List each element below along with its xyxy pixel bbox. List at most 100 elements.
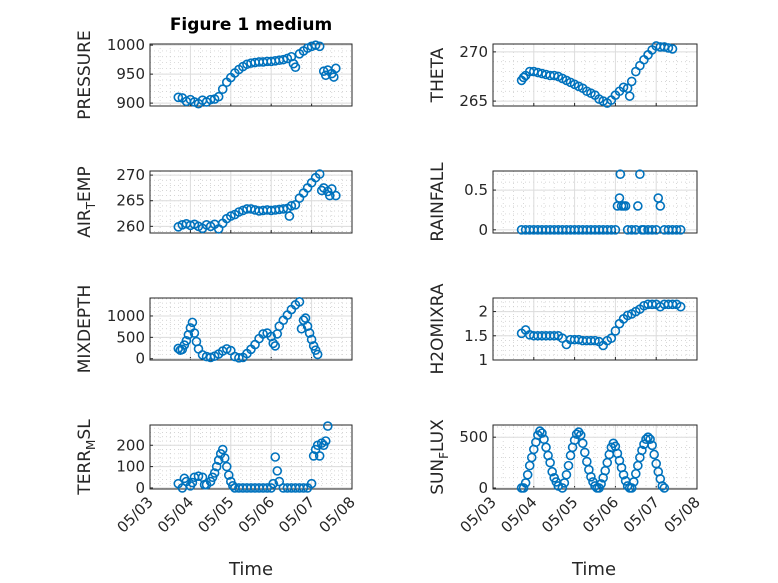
data-point bbox=[637, 445, 647, 456]
data-point bbox=[618, 469, 629, 480]
data-point bbox=[284, 211, 295, 221]
data-point bbox=[606, 225, 617, 235]
data-point bbox=[320, 436, 331, 446]
y-tick-label: 100 bbox=[116, 458, 145, 476]
data-point bbox=[314, 169, 325, 179]
y-axis-label: PRESSURE bbox=[75, 30, 95, 119]
data-point bbox=[211, 461, 222, 472]
data-point bbox=[545, 457, 555, 468]
y-tick-label: 270 bbox=[116, 166, 145, 184]
data-point bbox=[304, 328, 315, 338]
x-tick-label: 05/03 bbox=[114, 493, 157, 536]
data-point bbox=[219, 453, 230, 463]
data-point bbox=[217, 444, 228, 455]
y-tick-label: 900 bbox=[116, 94, 145, 112]
data-point bbox=[643, 432, 653, 442]
data-point bbox=[290, 200, 301, 210]
data-point bbox=[626, 225, 637, 235]
data-point bbox=[294, 297, 305, 307]
x-tick-label: 05/07 bbox=[620, 493, 663, 536]
data-point bbox=[596, 479, 606, 489]
data-point bbox=[278, 204, 289, 214]
plot-frame bbox=[149, 43, 353, 107]
plot-frame bbox=[492, 170, 698, 234]
data-point bbox=[314, 41, 325, 52]
data-point bbox=[586, 472, 596, 482]
data-point bbox=[296, 323, 307, 334]
data-point bbox=[557, 483, 568, 493]
data-point bbox=[316, 185, 327, 196]
y-axis-label: AIRTEMP bbox=[75, 166, 98, 237]
x-tick-label: 05/06 bbox=[579, 493, 622, 536]
y-tick-label: 0 bbox=[135, 479, 145, 497]
data-point bbox=[561, 469, 572, 480]
plot-area bbox=[149, 43, 353, 107]
data-point bbox=[675, 225, 686, 235]
data-point bbox=[308, 451, 319, 461]
x-tick-label: 05/06 bbox=[235, 493, 278, 536]
data-point bbox=[181, 335, 192, 346]
y-tick-label: 265 bbox=[459, 92, 488, 110]
y-tick-label: 500 bbox=[459, 428, 488, 446]
data-point bbox=[577, 438, 588, 449]
data-point bbox=[518, 483, 529, 493]
data-point bbox=[663, 43, 674, 53]
data-point bbox=[620, 201, 631, 211]
data-point bbox=[547, 466, 557, 477]
x-axis-label-left: Time bbox=[228, 559, 273, 580]
x-tick-label: 05/07 bbox=[275, 493, 318, 536]
data-point bbox=[258, 329, 268, 339]
data-point bbox=[193, 471, 204, 482]
subplot-pressure: 900 950 1000 PRESSURE bbox=[75, 30, 353, 120]
y-tick-label: 1000 bbox=[107, 307, 145, 325]
data-point bbox=[306, 478, 317, 489]
y-tick-label: 950 bbox=[116, 65, 145, 83]
data-point bbox=[298, 483, 309, 493]
data-point bbox=[655, 201, 666, 211]
y-axis-label: TERRMSL bbox=[75, 419, 98, 496]
data-point bbox=[234, 353, 244, 363]
subplot-rainfall: 0 0.5 RAINFALL bbox=[428, 162, 698, 242]
data-point bbox=[173, 92, 184, 103]
data-point bbox=[270, 452, 281, 462]
data-point bbox=[659, 483, 670, 493]
data-point bbox=[667, 44, 678, 54]
data-point bbox=[268, 478, 279, 489]
y-tick-label: 270 bbox=[459, 43, 488, 61]
subplot-air-temp: 260 265 270 AIRTEMP bbox=[75, 166, 353, 238]
plot-frame bbox=[492, 43, 698, 107]
data-point bbox=[329, 72, 339, 82]
x-tick-label: 05/04 bbox=[497, 493, 540, 536]
data-point bbox=[535, 426, 545, 436]
data-point bbox=[213, 91, 224, 102]
data-point bbox=[310, 40, 321, 50]
data-point bbox=[189, 328, 200, 338]
subplot-h2omixra: 1 1.5 2 H2OMIXRA bbox=[428, 283, 698, 375]
data-point bbox=[647, 440, 657, 451]
y-tick-label: 265 bbox=[116, 192, 145, 210]
data-point bbox=[571, 429, 582, 439]
figure-title: Figure 1 medium bbox=[170, 15, 332, 35]
subplot-mixdepth: 0 500 1000 MIXDEPTH bbox=[75, 285, 353, 373]
y-tick-label: 260 bbox=[116, 217, 145, 235]
data-point bbox=[549, 70, 560, 81]
plot-frame bbox=[149, 170, 353, 234]
data-point bbox=[667, 299, 678, 310]
data-point bbox=[649, 449, 659, 460]
x-tick-label: 05/05 bbox=[538, 493, 581, 536]
data-point bbox=[671, 225, 682, 235]
data-point bbox=[286, 201, 297, 211]
data-point bbox=[626, 483, 637, 493]
x-tick-label: 05/03 bbox=[457, 493, 500, 536]
y-axis-label: RAINFALL bbox=[428, 162, 448, 242]
data-point bbox=[579, 447, 590, 458]
data-point bbox=[213, 455, 224, 466]
data-point bbox=[322, 421, 333, 431]
plot-frame bbox=[149, 297, 353, 361]
x-tick-label: 05/08 bbox=[661, 493, 704, 536]
data-point bbox=[641, 434, 651, 445]
